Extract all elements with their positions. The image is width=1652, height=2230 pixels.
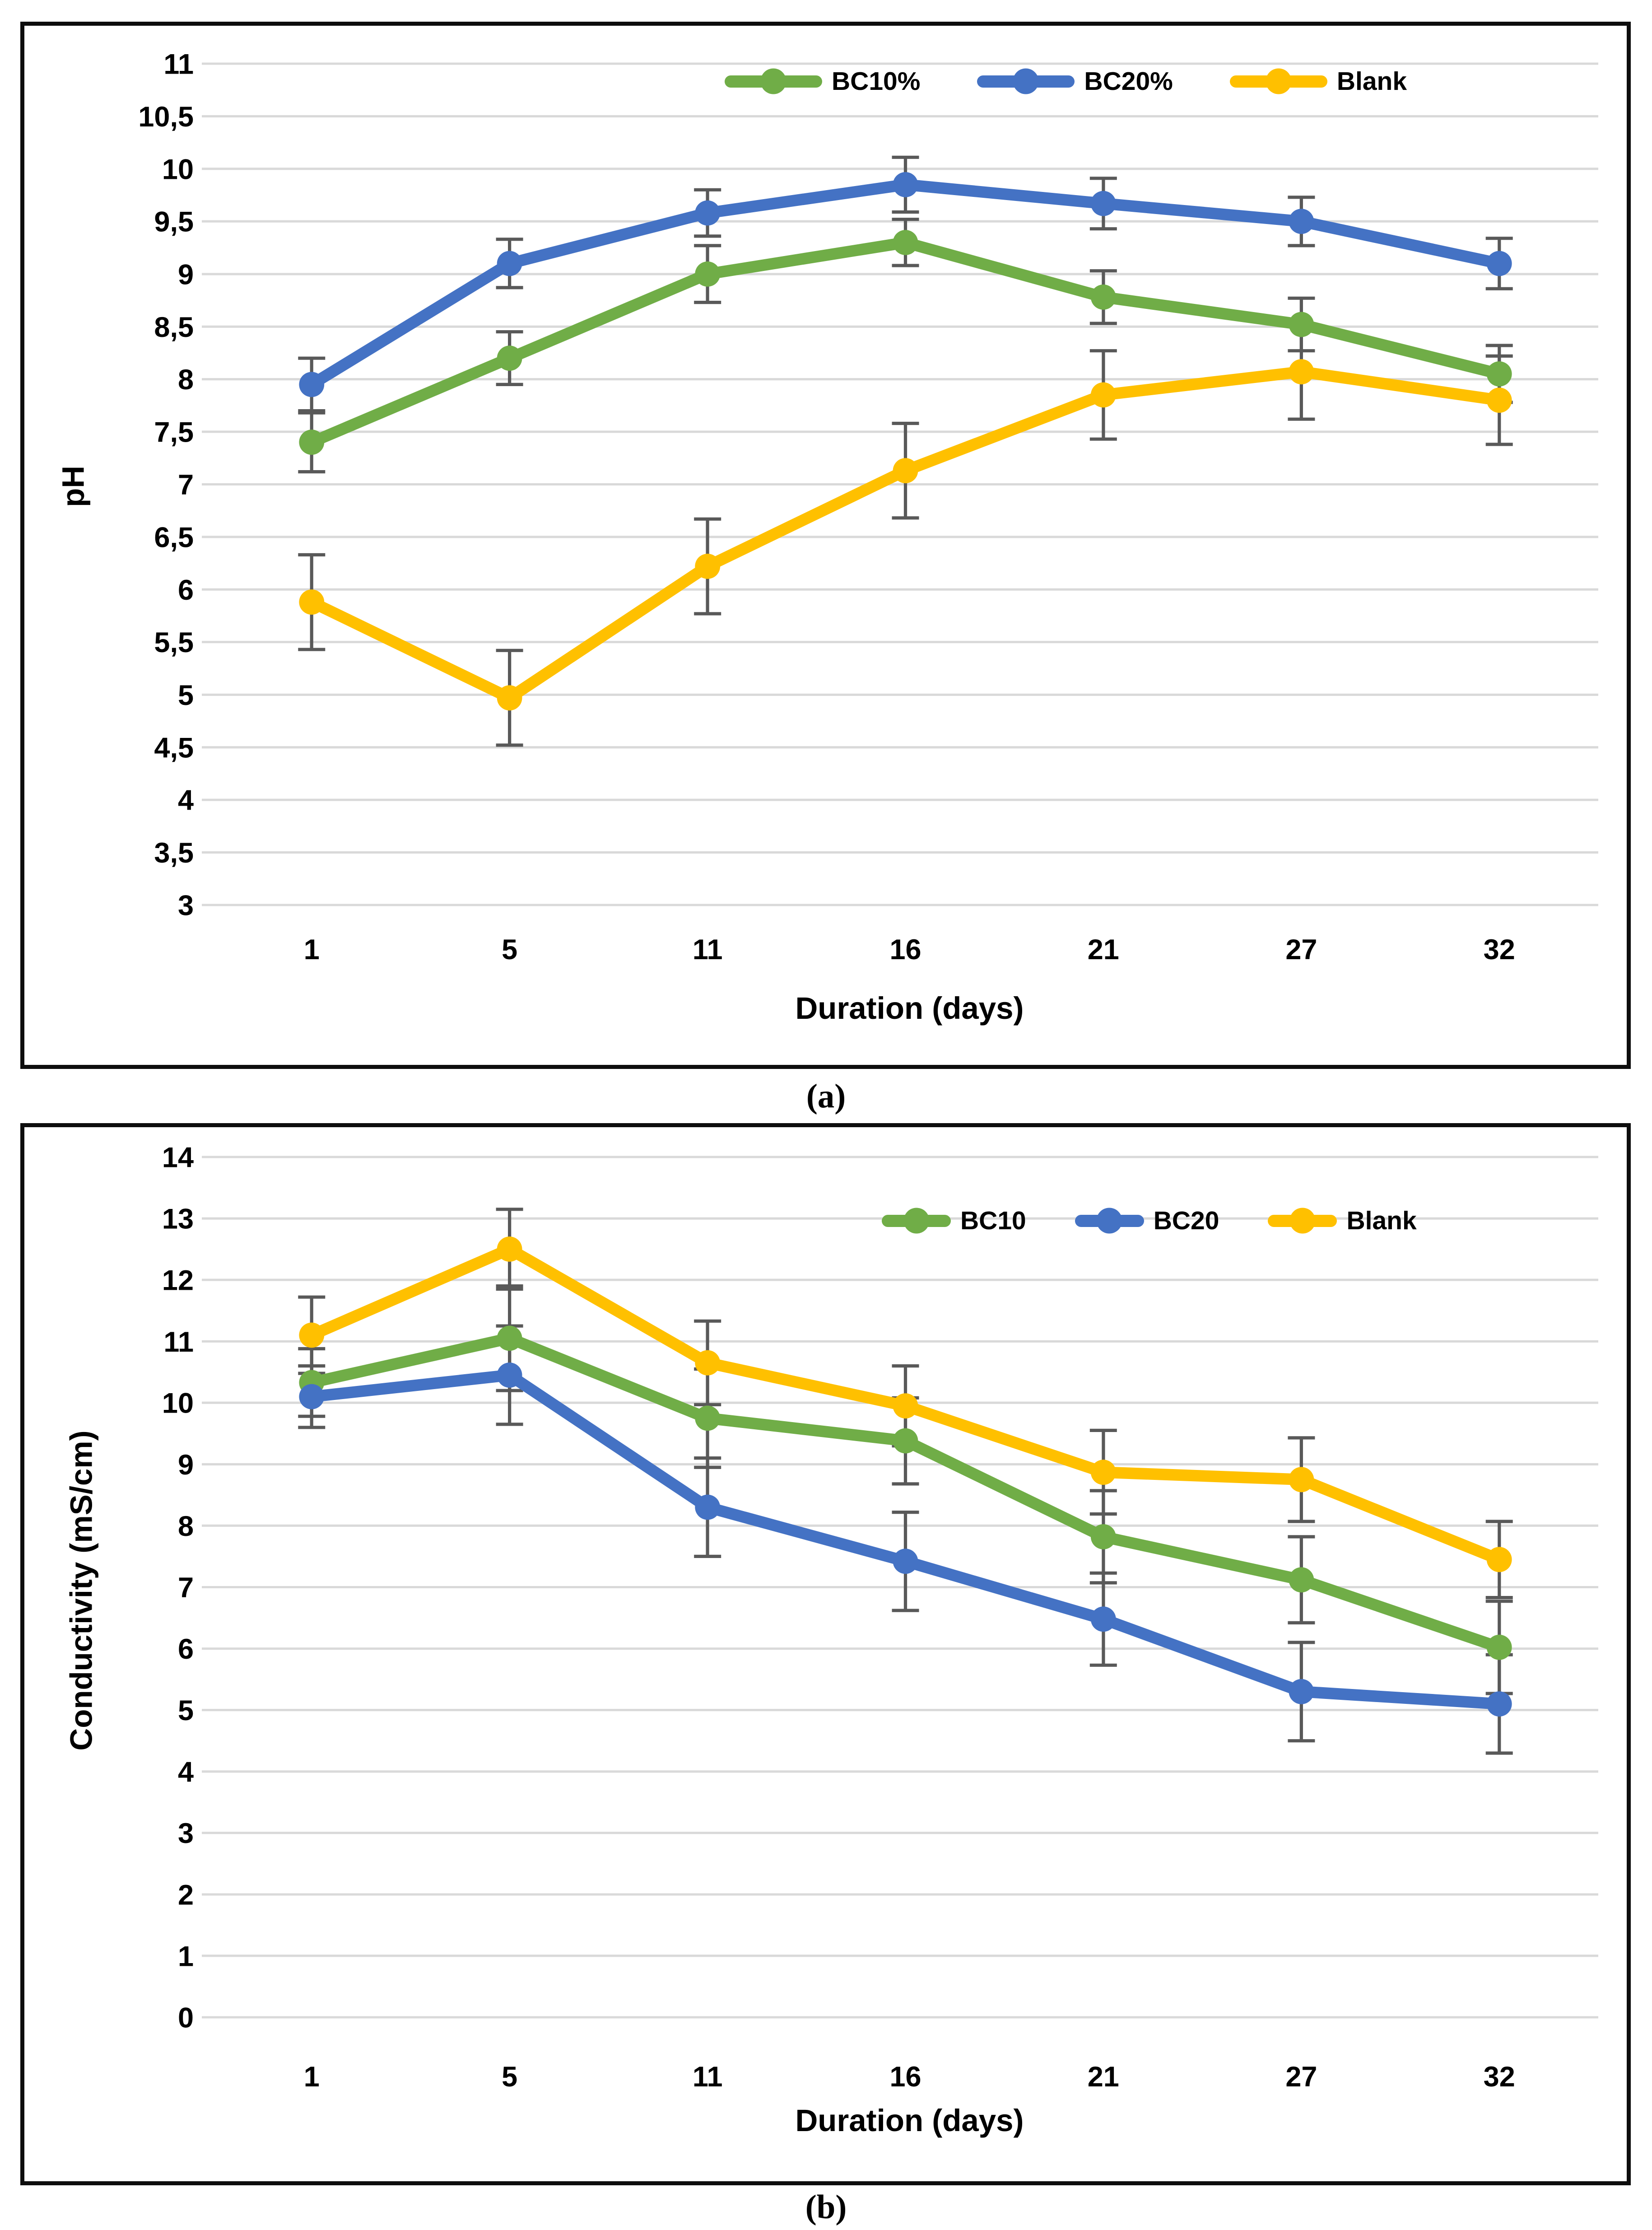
legend-marker-bc10pct-icon	[725, 68, 822, 94]
legend-dot-icon	[1096, 1208, 1122, 1234]
svg-text:16: 16	[889, 934, 921, 966]
svg-text:11: 11	[163, 1326, 194, 1358]
svg-text:7: 7	[178, 1572, 194, 1604]
svg-text:5: 5	[502, 2061, 517, 2093]
error-bars	[298, 155, 1513, 747]
svg-text:5: 5	[178, 1695, 194, 1726]
legend-dot-icon	[1266, 68, 1292, 94]
svg-text:13: 13	[162, 1204, 194, 1235]
svg-text:9: 9	[178, 1449, 194, 1481]
legend-a: BC10% BC20% Blank	[725, 66, 1407, 96]
series-BC10%	[299, 230, 1512, 455]
svg-text:16: 16	[889, 2061, 921, 2093]
legend-label-bc10: BC10	[960, 1206, 1026, 1235]
svg-text:5,5: 5,5	[154, 627, 194, 658]
legend-label-bc20pct: BC20%	[1084, 67, 1173, 96]
svg-text:1: 1	[178, 1941, 194, 1972]
legend-label-blank-a: Blank	[1336, 67, 1407, 96]
svg-text:11: 11	[693, 2061, 723, 2093]
caption-b: (b)	[805, 2188, 847, 2226]
legend-dot-icon	[1289, 1208, 1316, 1234]
svg-text:6: 6	[178, 574, 194, 606]
series-BC20	[299, 1362, 1512, 1717]
legend-marker-blank-b-icon	[1268, 1208, 1337, 1234]
legend-marker-bc20pct-icon	[977, 68, 1075, 94]
svg-text:4: 4	[178, 785, 194, 816]
svg-text:11: 11	[163, 49, 194, 80]
legend-b: BC10 BC20 Blank	[882, 1206, 1417, 1236]
legend-item-blank-a: Blank	[1229, 66, 1407, 96]
legend-item-bc20: BC20	[1075, 1206, 1219, 1236]
svg-text:10,5: 10,5	[138, 101, 194, 133]
svg-text:8: 8	[178, 1511, 194, 1542]
svg-text:5: 5	[502, 934, 517, 966]
svg-text:0: 0	[178, 2002, 194, 2034]
svg-text:12: 12	[162, 1265, 194, 1297]
svg-text:32: 32	[1484, 934, 1515, 966]
x-tick-labels: 1 5 11 16 21 27 32	[304, 934, 1515, 966]
y-tick-labels: 11 10,5 10 9,5 9 8,5 8 7,5 7 6,5 6 5,5 5 4,5 4 3,5 3	[138, 49, 194, 922]
svg-text:10: 10	[162, 1388, 194, 1419]
x-axis-title-b: Duration (days)	[795, 2103, 1024, 2138]
series-BC20%	[299, 172, 1512, 397]
legend-item-bc10: BC10	[882, 1206, 1026, 1236]
x-tick-labels: 1 5 11 16 21 27 32	[304, 2061, 1515, 2093]
legend-label-blank-b: Blank	[1346, 1206, 1417, 1235]
svg-text:10: 10	[162, 154, 194, 185]
legend-item-blank-b: Blank	[1268, 1206, 1417, 1236]
series-Blank	[299, 359, 1512, 711]
svg-text:5: 5	[178, 680, 194, 711]
svg-text:21: 21	[1088, 2061, 1119, 2093]
svg-text:3: 3	[178, 1818, 194, 1849]
figure-b: 14 13 12 11 10 9 8 7 6 5 4 3 2 1 0 1 5 11 16 21 27 32 Conduct…	[20, 1123, 1631, 2185]
svg-text:6,5: 6,5	[154, 522, 194, 553]
legend-marker-blank-icon	[1229, 68, 1327, 94]
svg-text:3,5: 3,5	[154, 837, 194, 869]
svg-text:14: 14	[162, 1142, 194, 1174]
svg-text:8: 8	[178, 364, 194, 396]
y-axis-title-a: pH	[56, 466, 91, 507]
legend-marker-bc20-icon	[1075, 1208, 1144, 1234]
svg-text:21: 21	[1088, 934, 1119, 966]
svg-text:7: 7	[178, 469, 194, 501]
svg-text:4,5: 4,5	[154, 732, 194, 764]
svg-text:9,5: 9,5	[154, 206, 194, 238]
svg-text:6: 6	[178, 1633, 194, 1665]
svg-text:27: 27	[1285, 2061, 1317, 2093]
legend-item-bc20pct: BC20%	[977, 66, 1173, 96]
series-Blank	[299, 1236, 1512, 1572]
gridlines	[202, 1156, 1598, 2019]
y-axis-title-b: Conductivity (mS/cm)	[64, 1430, 99, 1751]
svg-text:2: 2	[178, 1879, 194, 1911]
x-axis-title-a: Duration (days)	[795, 991, 1024, 1026]
legend-item-bc10pct: BC10%	[725, 66, 920, 96]
figure-a: 11 10,5 10 9,5 9 8,5 8 7,5 7 6,5 6 5,5 5 4,5 4 3,5 3 1 5 11…	[20, 22, 1631, 1069]
series-BC10	[299, 1325, 1512, 1660]
svg-text:32: 32	[1484, 2061, 1515, 2093]
error-bars	[298, 1208, 1513, 1755]
legend-dot-icon	[1013, 68, 1039, 94]
svg-text:27: 27	[1285, 934, 1317, 966]
svg-text:4: 4	[178, 1756, 194, 1788]
legend-dot-icon	[760, 68, 786, 94]
legend-label-bc10pct: BC10%	[832, 67, 921, 96]
svg-text:7,5: 7,5	[154, 417, 194, 448]
legend-label-bc20: BC20	[1153, 1206, 1219, 1235]
svg-text:11: 11	[693, 934, 723, 966]
legend-dot-icon	[903, 1208, 929, 1234]
legend-marker-bc10-icon	[882, 1208, 951, 1234]
svg-text:9: 9	[178, 259, 194, 290]
caption-a: (a)	[806, 1078, 846, 1115]
svg-text:3: 3	[178, 890, 194, 922]
svg-text:1: 1	[304, 934, 320, 966]
svg-text:1: 1	[304, 2061, 320, 2093]
svg-text:8,5: 8,5	[154, 312, 194, 343]
